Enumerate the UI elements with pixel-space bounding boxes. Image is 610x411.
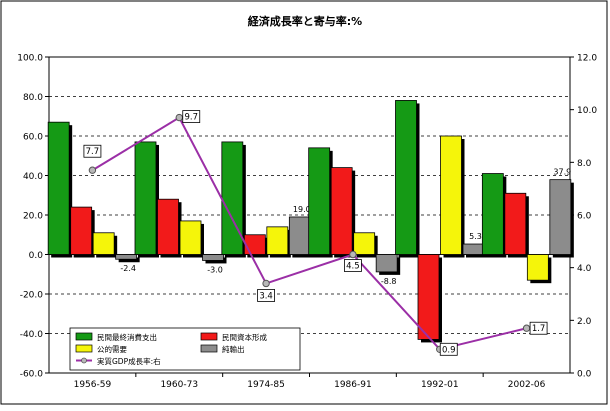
bar	[417, 254, 440, 340]
y-right-tick-label: 12.0	[577, 54, 597, 64]
bar	[70, 206, 93, 255]
gdp-growth-point	[88, 166, 97, 174]
y-right-tick-label: 2.0	[577, 317, 592, 327]
y-left-tick-label: -40.0	[20, 330, 44, 340]
bar	[308, 147, 331, 255]
bar-data-label: -2.4	[120, 264, 136, 273]
bar	[288, 216, 311, 255]
y-left-tick-label: 40.0	[23, 172, 43, 182]
legend-label: 実質GDP成長率:右	[97, 356, 161, 366]
bar-shadow	[118, 257, 140, 263]
y-left-tick-label: 100.0	[17, 54, 43, 64]
legend-swatch	[200, 332, 218, 341]
y-left-tick-label: 0.0	[29, 251, 44, 261]
bar	[375, 254, 398, 273]
y-right-tick-label: 8.0	[577, 159, 592, 169]
plot-area: 100.0 80.0 60.0 40.0 20.0 0.0 -20.0 -40.0 -60.0 1…	[17, 54, 597, 391]
bar	[92, 232, 115, 255]
x-tick-label: 1956-59	[74, 380, 112, 390]
gdp-growth-label: 0.9	[442, 345, 456, 355]
legend	[69, 327, 301, 371]
legend-swatch	[200, 344, 218, 353]
bar-data-label: -8.8	[381, 277, 397, 286]
bar	[481, 173, 504, 255]
legend-line-marker	[81, 357, 87, 364]
gdp-growth-label: 7.7	[86, 147, 100, 157]
bar	[462, 243, 485, 255]
legend-swatch	[75, 344, 93, 353]
legend-swatch	[75, 332, 93, 341]
y-left-tick-label: -60.0	[20, 370, 44, 380]
gdp-growth-label: 4.5	[346, 262, 360, 272]
legend-label: 民間最終消費支出	[97, 332, 157, 342]
bar	[504, 192, 527, 255]
bar	[266, 226, 289, 255]
bar	[47, 121, 70, 255]
bar	[157, 198, 179, 255]
bar	[179, 220, 202, 255]
y-left-tick-label: -20.0	[20, 291, 44, 301]
gdp-growth-point	[175, 113, 183, 122]
y-left-tick-label: 60.0	[23, 133, 43, 143]
gdp-growth-label-box	[182, 110, 201, 123]
legend-label: 公的需要	[97, 344, 127, 354]
gdp-growth-label: 3.4	[259, 291, 273, 301]
x-tick-label: 1986-91	[334, 380, 372, 390]
bar-data-label: -3.0	[207, 265, 223, 274]
bar	[134, 141, 157, 255]
gdp-growth-label-box	[83, 144, 102, 158]
gdp-growth-label-box	[257, 289, 275, 302]
bar	[353, 232, 376, 255]
bar	[202, 254, 224, 261]
gdp-growth-label-box	[439, 342, 458, 356]
legend-label: 純輸出	[222, 344, 245, 354]
bar	[221, 141, 244, 255]
x-tick-label: 1992-01	[421, 380, 459, 390]
x-tick-label: 1960-73	[160, 380, 198, 390]
bar-data-label: 5.3	[469, 232, 482, 241]
bar	[526, 254, 549, 281]
y-right-tick-label: 6.0	[577, 212, 592, 222]
gdp-growth-point	[349, 250, 357, 259]
bar	[330, 167, 353, 255]
y-right-tick-label: 10.0	[577, 106, 597, 116]
bar-data-label: 37.9	[553, 168, 571, 177]
gdp-growth-label: 1.7	[532, 324, 546, 334]
bar	[115, 254, 138, 260]
bar	[243, 234, 266, 255]
bar	[395, 100, 417, 255]
legend-label: 民間資本形成	[222, 332, 267, 342]
bar	[440, 135, 462, 255]
y-left-tick-label: 20.0	[23, 212, 43, 222]
gdp-growth-label-box	[344, 259, 362, 272]
x-tick-label: 2002-06	[508, 380, 546, 390]
y-left-tick-label: 80.0	[23, 93, 43, 103]
bar-data-label: 19.0	[293, 205, 311, 214]
x-tick-label: 1974-85	[247, 380, 285, 390]
bar	[549, 179, 572, 255]
gdp-growth-label: 9.7	[184, 113, 198, 123]
gdp-growth-point	[522, 324, 531, 332]
gdp-growth-label-box	[529, 321, 548, 335]
y-right-tick-label: 0.0	[577, 370, 592, 380]
chart-title: 経済成長率と寄与率:%	[248, 14, 362, 28]
y-right-tick-label: 4.0	[577, 264, 592, 274]
gdp-growth-point	[262, 279, 270, 288]
